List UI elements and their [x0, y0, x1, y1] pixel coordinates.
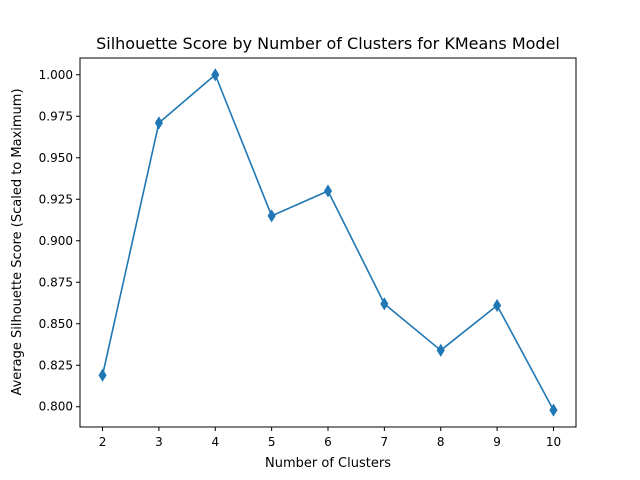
- x-tick-label: 6: [324, 435, 332, 449]
- y-tick-label: 0.800: [39, 400, 73, 414]
- x-tick-label: 9: [493, 435, 501, 449]
- data-point-marker: [380, 297, 389, 311]
- x-tick-label: 4: [211, 435, 219, 449]
- data-point-marker: [267, 209, 276, 223]
- data-point-marker: [493, 298, 502, 313]
- x-tick-label: 10: [546, 435, 561, 449]
- y-axis-label: Average Silhouette Score (Scaled to Maxi…: [10, 88, 25, 395]
- y-tick-label: 0.825: [39, 358, 73, 372]
- x-tick-label: 7: [381, 435, 389, 449]
- y-tick-label: 0.975: [39, 109, 73, 123]
- data-point-marker: [154, 116, 163, 130]
- y-tick-label: 0.950: [39, 151, 73, 165]
- y-tick-label: 0.850: [39, 317, 73, 331]
- x-tick-label: 2: [99, 435, 107, 449]
- axis-ticks: 2 3 4 5 6 7 8 9 10 0.800 0.825 0.850 0.875 0.900 0.925…: [39, 68, 561, 449]
- y-tick-label: 0.900: [39, 234, 73, 248]
- data-point-marker: [98, 368, 107, 382]
- data-point-marker: [211, 68, 220, 82]
- x-axis-label: Number of Clusters: [265, 456, 391, 471]
- x-tick-label: 3: [155, 435, 163, 449]
- data-point-marker: [436, 343, 445, 357]
- y-tick-label: 1.000: [39, 68, 73, 82]
- x-tick-label: 8: [437, 435, 445, 449]
- y-tick-label: 0.925: [39, 192, 73, 206]
- x-tick-label: 5: [268, 435, 276, 449]
- plot-area: [98, 68, 558, 417]
- data-point-marker: [323, 184, 333, 198]
- chart-title: Silhouette Score by Number of Clusters f…: [96, 34, 560, 53]
- y-tick-label: 0.875: [39, 275, 73, 289]
- data-point-marker: [549, 403, 558, 417]
